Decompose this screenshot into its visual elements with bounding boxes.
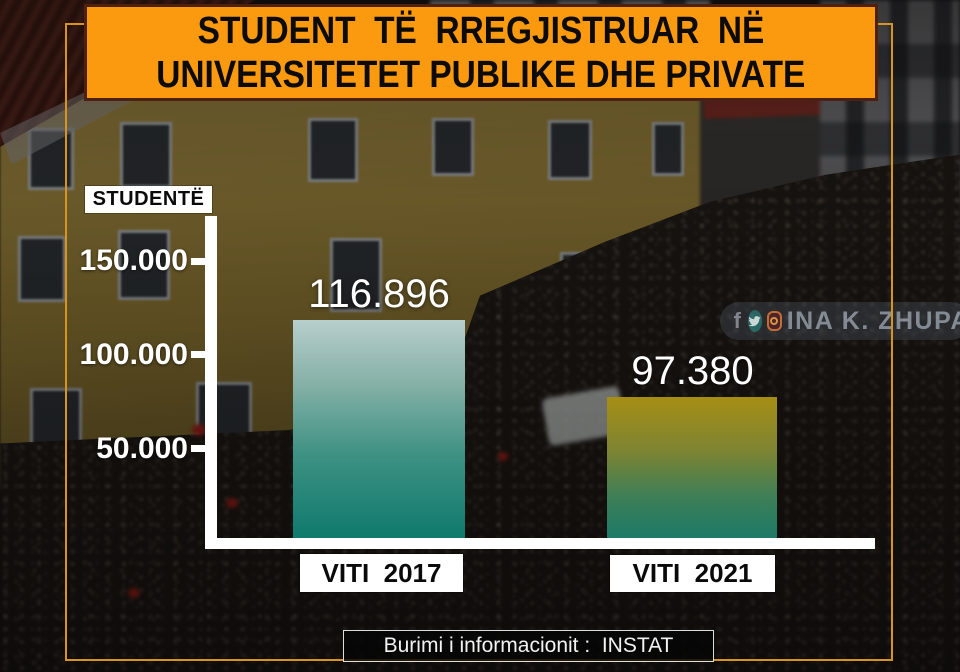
category-box-2021: VITI 2021 [610, 555, 775, 592]
y-tick-50000 [191, 445, 207, 452]
source-text: Burimi i informacionit : INSTAT [383, 634, 674, 657]
y-tick-100000 [191, 351, 207, 358]
category-box-2017: VITI 2017 [300, 554, 463, 592]
bar-viti-2017 [293, 320, 465, 538]
y-tick-150000 [191, 258, 207, 265]
y-axis-label: STUDENTË [92, 188, 205, 210]
y-axis-label-box: STUDENTË [85, 186, 212, 213]
bar-viti-2021 [607, 397, 777, 538]
title-line-2: UNIVERSITETET PUBLIKE DHE PRIVATE [156, 53, 806, 96]
source-box: Burimi i informacionit : INSTAT [343, 630, 714, 662]
twitter-icon [747, 310, 763, 332]
category-label-2021: VITI 2021 [632, 558, 753, 588]
bar-value-2021: 97.380 [631, 349, 754, 393]
y-axis-line [205, 216, 217, 549]
y-tick-label-100000: 100.000 [79, 338, 188, 371]
y-tick-label-50000: 50.000 [96, 432, 188, 465]
category-label-2017: VITI 2017 [321, 557, 442, 588]
y-tick-label-150000: 150.000 [79, 244, 188, 277]
instagram-icon [767, 311, 782, 331]
x-axis-line [205, 538, 875, 549]
bar-value-2017: 116.896 [308, 272, 450, 316]
title-banner: STUDENT TË RREGJISTRUAR NË UNIVERSITETET… [84, 4, 878, 101]
title-line-1: STUDENT TË RREGJISTRUAR NË [197, 9, 765, 52]
facebook-icon: f [733, 308, 741, 333]
